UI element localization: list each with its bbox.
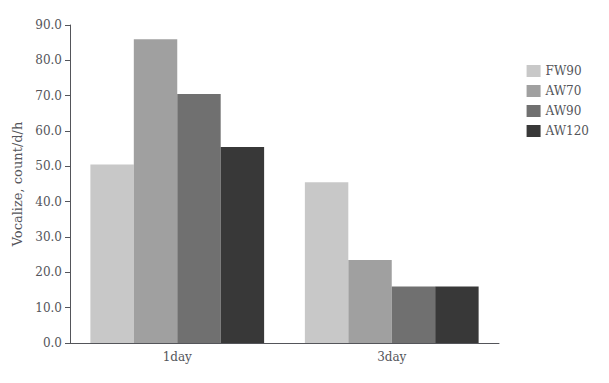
- svg-text:10.0: 10.0: [35, 301, 62, 315]
- svg-text:FW90: FW90: [546, 64, 582, 78]
- svg-text:AW90: AW90: [545, 104, 582, 118]
- svg-text:3day: 3day: [377, 350, 406, 364]
- svg-text:AW70: AW70: [545, 84, 582, 98]
- svg-text:40.0: 40.0: [35, 195, 62, 209]
- svg-text:0.0: 0.0: [43, 336, 62, 350]
- svg-text:80.0: 80.0: [35, 53, 62, 67]
- svg-text:50.0: 50.0: [35, 159, 62, 173]
- svg-text:1day: 1day: [163, 350, 192, 364]
- svg-text:70.0: 70.0: [35, 89, 62, 103]
- svg-text:90.0: 90.0: [35, 18, 62, 32]
- svg-text:20.0: 20.0: [35, 265, 62, 279]
- svg-text:30.0: 30.0: [35, 230, 62, 244]
- svg-text:AW120: AW120: [545, 124, 589, 138]
- svg-text:60.0: 60.0: [35, 124, 62, 138]
- svg-text:Vocalize, count/d/h: Vocalize, count/d/h: [10, 121, 25, 247]
